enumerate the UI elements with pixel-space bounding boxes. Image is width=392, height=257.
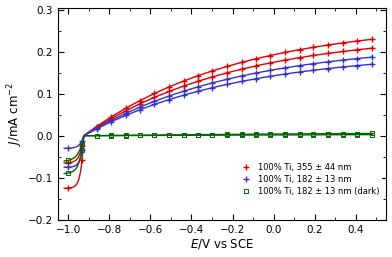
- 100% Ti, 182 ± 13 nm (dark): [152, 134, 157, 137]
- 100% Ti, 182 ± 13 nm: [283, 72, 287, 76]
- 100% Ti, 355 ± 44 nm: [195, 80, 200, 83]
- 100% Ti, 182 ± 13 nm (dark): [66, 159, 71, 162]
- 100% Ti, 182 ± 13 nm: [311, 69, 316, 72]
- 100% Ti, 182 ± 13 nm (dark): [326, 133, 330, 136]
- 100% Ti, 182 ± 13 nm: [297, 70, 302, 74]
- 100% Ti, 355 ± 44 nm: [138, 102, 142, 105]
- 100% Ti, 182 ± 13 nm: [240, 80, 244, 83]
- 100% Ti, 355 ± 44 nm: [240, 68, 244, 71]
- 100% Ti, 355 ± 44 nm: [283, 59, 287, 62]
- 100% Ti, 355 ± 44 nm: [297, 56, 302, 59]
- 100% Ti, 182 ± 13 nm (dark): [311, 133, 316, 136]
- 100% Ti, 182 ± 13 nm (dark): [370, 133, 374, 136]
- 100% Ti, 182 ± 13 nm (dark): [167, 134, 171, 137]
- 100% Ti, 182 ± 13 nm (dark): [268, 133, 272, 136]
- Line: 100% Ti, 182 ± 13 nm (dark): 100% Ti, 182 ± 13 nm (dark): [66, 133, 374, 162]
- 100% Ti, 355 ± 44 nm: [340, 50, 345, 53]
- Line: 100% Ti, 182 ± 13 nm: 100% Ti, 182 ± 13 nm: [65, 61, 375, 151]
- 100% Ti, 182 ± 13 nm: [94, 127, 99, 131]
- 100% Ti, 182 ± 13 nm: [210, 86, 215, 89]
- 100% Ti, 355 ± 44 nm: [80, 145, 84, 148]
- 100% Ti, 355 ± 44 nm: [123, 109, 128, 112]
- 100% Ti, 182 ± 13 nm: [109, 120, 114, 123]
- Y-axis label: $J$/mA cm$^{-2}$: $J$/mA cm$^{-2}$: [5, 82, 25, 146]
- 100% Ti, 182 ± 13 nm (dark): [109, 134, 114, 137]
- 100% Ti, 182 ± 13 nm (dark): [283, 133, 287, 136]
- 100% Ti, 182 ± 13 nm: [355, 64, 360, 67]
- 100% Ti, 182 ± 13 nm: [370, 63, 374, 66]
- 100% Ti, 182 ± 13 nm (dark): [297, 133, 302, 136]
- 100% Ti, 182 ± 13 nm (dark): [138, 134, 142, 137]
- 100% Ti, 355 ± 44 nm: [370, 47, 374, 50]
- 100% Ti, 182 ± 13 nm: [167, 98, 171, 101]
- 100% Ti, 182 ± 13 nm: [340, 66, 345, 69]
- 100% Ti, 182 ± 13 nm (dark): [80, 142, 84, 145]
- 100% Ti, 182 ± 13 nm (dark): [210, 134, 215, 137]
- 100% Ti, 355 ± 44 nm: [94, 126, 99, 129]
- 100% Ti, 182 ± 13 nm (dark): [355, 133, 360, 136]
- 100% Ti, 182 ± 13 nm (dark): [340, 133, 345, 136]
- X-axis label: $E$/V vs SCE: $E$/V vs SCE: [190, 237, 254, 251]
- 100% Ti, 355 ± 44 nm: [210, 75, 215, 78]
- 100% Ti, 182 ± 13 nm: [268, 75, 272, 78]
- 100% Ti, 355 ± 44 nm: [109, 117, 114, 120]
- 100% Ti, 355 ± 44 nm: [311, 54, 316, 57]
- 100% Ti, 182 ± 13 nm: [181, 94, 186, 97]
- 100% Ti, 355 ± 44 nm: [181, 85, 186, 88]
- 100% Ti, 355 ± 44 nm: [167, 90, 171, 93]
- 100% Ti, 182 ± 13 nm: [123, 114, 128, 117]
- 100% Ti, 355 ± 44 nm: [152, 96, 157, 99]
- Line: 100% Ti, 355 ± 44 nm: 100% Ti, 355 ± 44 nm: [65, 45, 375, 166]
- 100% Ti, 182 ± 13 nm: [326, 67, 330, 70]
- 100% Ti, 355 ± 44 nm: [326, 52, 330, 55]
- 100% Ti, 355 ± 44 nm: [355, 48, 360, 51]
- 100% Ti, 182 ± 13 nm: [152, 103, 157, 106]
- 100% Ti, 182 ± 13 nm: [138, 108, 142, 111]
- 100% Ti, 182 ± 13 nm (dark): [240, 134, 244, 137]
- 100% Ti, 182 ± 13 nm (dark): [94, 134, 99, 137]
- Legend: 100% Ti, 355 ± 44 nm, 100% Ti, 182 ± 13 nm, 100% Ti, 182 ± 13 nm (dark): 100% Ti, 355 ± 44 nm, 100% Ti, 182 ± 13 …: [234, 161, 382, 199]
- 100% Ti, 182 ± 13 nm: [195, 90, 200, 93]
- 100% Ti, 182 ± 13 nm (dark): [253, 133, 258, 136]
- 100% Ti, 182 ± 13 nm (dark): [123, 134, 128, 137]
- 100% Ti, 355 ± 44 nm: [66, 161, 71, 164]
- 100% Ti, 355 ± 44 nm: [225, 71, 229, 74]
- 100% Ti, 182 ± 13 nm: [225, 83, 229, 86]
- 100% Ti, 182 ± 13 nm (dark): [225, 134, 229, 137]
- 100% Ti, 182 ± 13 nm: [66, 147, 71, 150]
- 100% Ti, 182 ± 13 nm: [80, 139, 84, 142]
- 100% Ti, 182 ± 13 nm (dark): [195, 134, 200, 137]
- 100% Ti, 182 ± 13 nm (dark): [181, 134, 186, 137]
- 100% Ti, 355 ± 44 nm: [268, 61, 272, 65]
- 100% Ti, 182 ± 13 nm: [253, 77, 258, 80]
- 100% Ti, 355 ± 44 nm: [253, 65, 258, 68]
